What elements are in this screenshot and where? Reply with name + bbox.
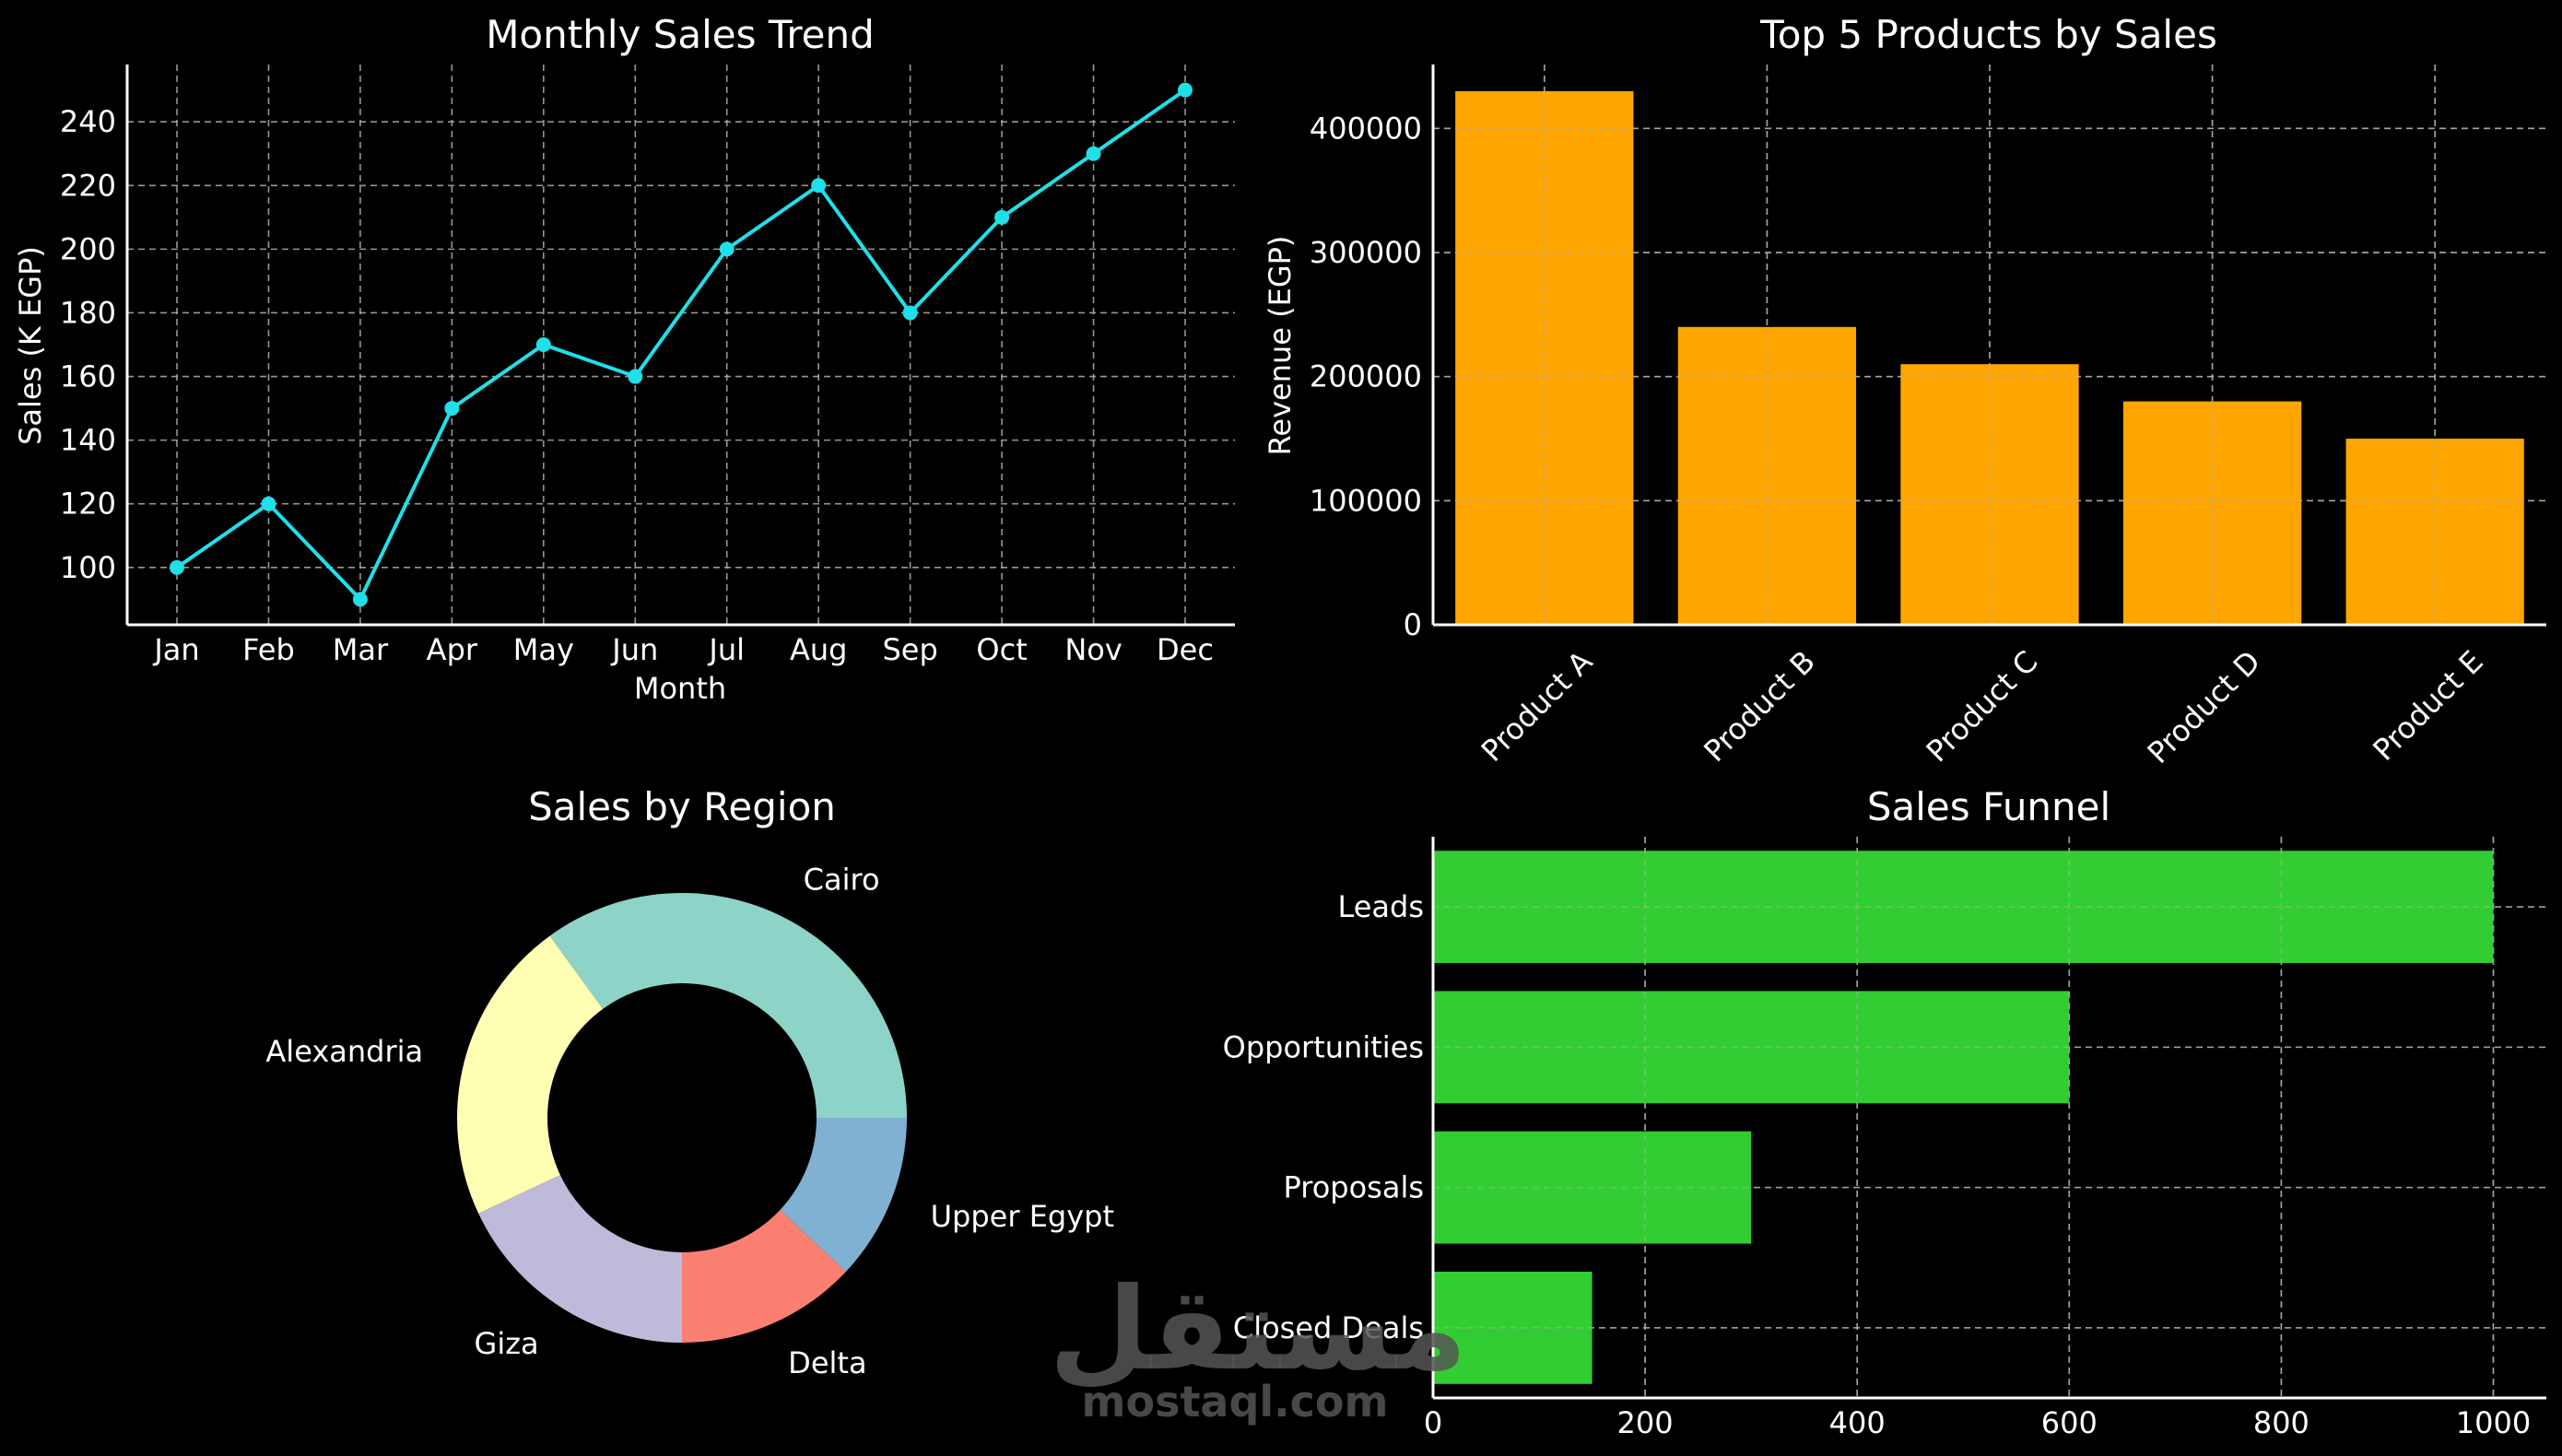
- sales-funnel-marks: [1432, 837, 2546, 1398]
- sales-funnel-bar: [1433, 851, 2494, 964]
- sales-funnel-ytick-label: Proposals: [1284, 1170, 1425, 1205]
- top-products-xtick-label: Product D: [2141, 644, 2267, 770]
- sales-funnel-xtick-label: 400: [1829, 1405, 1886, 1440]
- monthly-sales-xtick-label: Aug: [790, 632, 847, 667]
- monthly-sales-point: [352, 592, 368, 607]
- monthly-sales-ytick-label: 200: [60, 231, 116, 266]
- sales-funnel-ytick-label: Closed Deals: [1233, 1310, 1424, 1345]
- monthly-sales-xtick-label: Dec: [1157, 632, 1214, 667]
- top-products-ytick-label: 200000: [1310, 359, 1422, 394]
- monthly-sales-xtick-label: Oct: [976, 632, 1027, 667]
- region-slice-giza: [478, 1175, 682, 1343]
- top-products-marks: [1433, 65, 2546, 626]
- region-label-giza: Giza: [475, 1326, 539, 1361]
- monthly-sales-xtick-label: Mar: [333, 632, 389, 667]
- top-products-title: Top 5 Products by Sales: [1759, 12, 2217, 57]
- monthly-sales-point: [994, 209, 1010, 225]
- monthly-sales-point: [535, 337, 551, 352]
- monthly-sales-point: [811, 178, 827, 194]
- monthly-sales-ytick-label: 240: [60, 104, 116, 139]
- monthly-sales-point: [719, 241, 735, 257]
- monthly-sales-xtick-label: Jan: [152, 632, 199, 667]
- region-slice-delta: [682, 1209, 846, 1343]
- monthly-sales-xtick-label: May: [513, 632, 574, 667]
- sales-funnel-xtick-label: 0: [1424, 1405, 1442, 1440]
- monthly-sales-xlabel: Month: [634, 671, 726, 706]
- region-label-alexandria: Alexandria: [265, 1034, 423, 1069]
- watermark-latin: mostaql.com: [1082, 1377, 1389, 1427]
- sales-funnel-chart: Sales Funnel 0 200 400 600 800 1000 Leads Oppor…: [1223, 784, 2546, 1440]
- monthly-sales-trend-chart: Monthly Sales Trend Jan Feb Mar Apr May Jun Ju…: [13, 12, 1235, 706]
- watermark-arabic: مستقل: [1049, 1263, 1467, 1396]
- monthly-sales-point: [1178, 82, 1193, 98]
- monthly-sales-axes: [125, 65, 1235, 627]
- region-label-delta: Delta: [788, 1345, 866, 1380]
- monthly-sales-ticks: Jan Feb Mar Apr May Jun Jul Aug Sep Oct Nov Dec 100 1…: [60, 104, 1214, 667]
- sales-funnel-xtick-label: 600: [2041, 1405, 2098, 1440]
- monthly-sales-xtick-label: Jul: [707, 632, 745, 667]
- top-products-xtick-label: Product E: [2366, 644, 2489, 768]
- monthly-sales-point: [170, 559, 184, 575]
- monthly-sales-grid: [127, 65, 1235, 625]
- monthly-sales-ytick-label: 160: [60, 359, 116, 394]
- sales-funnel-title: Sales Funnel: [1867, 784, 2110, 829]
- top-products-ytick-label: 300000: [1310, 235, 1422, 270]
- region-label-cairo: Cairo: [804, 863, 880, 898]
- top-products-xtick-label: Product A: [1475, 644, 1600, 769]
- sales-by-region-slices: [457, 893, 907, 1343]
- top-products-chart: Top 5 Products by Sales Product A Product…: [1263, 12, 2546, 770]
- region-label-upper-egypt: Upper Egypt: [931, 1199, 1114, 1234]
- region-slice-alexandria: [457, 935, 604, 1214]
- region-slice-cairo: [549, 893, 907, 1118]
- sales-funnel-ytick-label: Opportunities: [1223, 1029, 1424, 1064]
- mostaql-watermark: مستقل mostaql.com: [1049, 1263, 1467, 1427]
- sales-funnel-xtick-label: 200: [1617, 1405, 1674, 1440]
- monthly-sales-xtick-label: Apr: [427, 632, 478, 667]
- top-products-ylabel: Revenue (EGP): [1263, 236, 1298, 456]
- monthly-sales-point: [902, 305, 918, 321]
- top-products-xtick-label: Product B: [1697, 644, 1821, 769]
- monthly-sales-marks: [170, 82, 1193, 607]
- monthly-sales-ytick-label: 140: [60, 423, 116, 458]
- monthly-sales-xtick-label: Jun: [610, 632, 658, 667]
- top-products-ytick-label: 400000: [1310, 111, 1422, 146]
- top-products-ytick-label: 100000: [1310, 483, 1422, 518]
- monthly-sales-point: [261, 496, 276, 511]
- monthly-sales-series-line: [175, 88, 1187, 602]
- region-slice-upper-egypt: [780, 1118, 907, 1273]
- monthly-sales-point: [444, 401, 460, 417]
- sales-funnel-ticks: 0 200 400 600 800 1000 Leads Opportunities Propo…: [1223, 889, 2532, 1440]
- monthly-sales-ylabel: Sales (K EGP): [13, 246, 48, 445]
- monthly-sales-ytick-label: 180: [60, 295, 116, 330]
- monthly-sales-title: Monthly Sales Trend: [486, 12, 875, 57]
- sales-funnel-xtick-label: 800: [2253, 1405, 2309, 1440]
- monthly-sales-ytick-label: 220: [60, 168, 116, 203]
- sales-by-region-title: Sales by Region: [528, 784, 836, 829]
- monthly-sales-ytick-label: 100: [60, 550, 116, 585]
- sales-funnel-bar: [1433, 991, 2070, 1104]
- monthly-sales-xtick-label: Sep: [882, 632, 937, 667]
- top-products-axes: [1431, 65, 2546, 627]
- monthly-sales-ytick-label: 120: [60, 487, 116, 522]
- top-products-xtick-label: Product C: [1920, 644, 2045, 769]
- sales-funnel-ytick-label: Leads: [1337, 889, 1424, 924]
- monthly-sales-point: [628, 369, 643, 384]
- top-products-ytick-label: 0: [1404, 607, 1422, 642]
- sales-funnel-axes: [1431, 837, 2546, 1400]
- monthly-sales-point: [1086, 146, 1101, 161]
- sales-by-region-chart: Sales by Region Cairo Alexandria Giza Delta…: [265, 784, 1114, 1380]
- sales-by-region-labels: Cairo Alexandria Giza Delta Upper Egypt: [265, 863, 1114, 1381]
- monthly-sales-xtick-label: Nov: [1064, 632, 1122, 667]
- sales-funnel-xtick-label: 1000: [2456, 1405, 2531, 1440]
- monthly-sales-xtick-label: Feb: [242, 632, 295, 667]
